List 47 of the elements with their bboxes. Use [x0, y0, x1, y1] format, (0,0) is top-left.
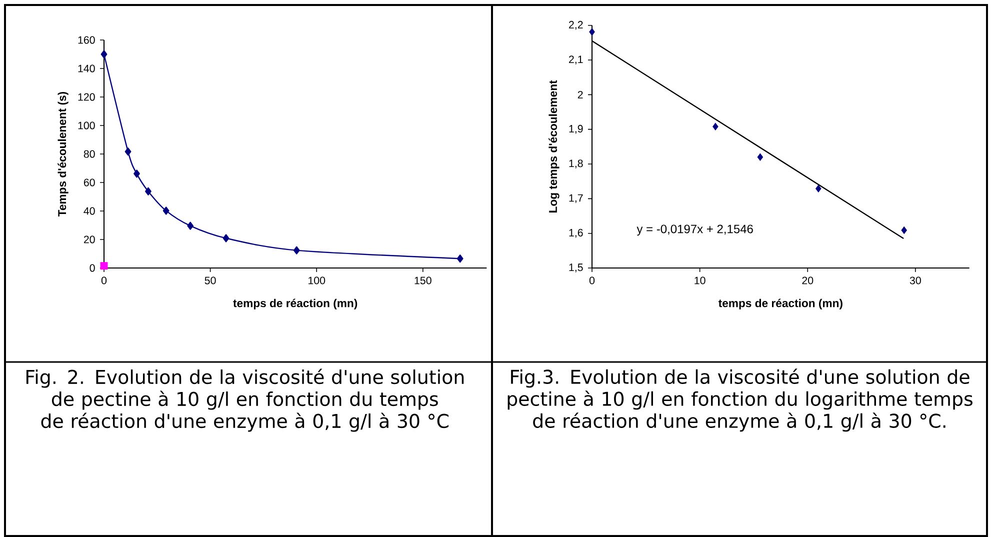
y-tick-label: 40: [84, 207, 95, 215]
y-tick-label: 0: [90, 264, 95, 272]
point: [134, 170, 140, 178]
text: Fig. 2. Evolution de la viscosité d'une solution de pectine à 10 g/l en fonction du temps de réaction d'une enzyme à 0,1 g/l à 30 °C: [26, 368, 464, 432]
point: [293, 246, 300, 254]
y-tick-label: 2,1: [569, 56, 583, 64]
x-tick-label: 150: [414, 276, 432, 284]
y-tick-label: 100: [78, 122, 95, 130]
x-tick-label: 10: [694, 276, 706, 284]
x-axis-title: temps de réaction (mn): [718, 298, 842, 310]
annotation: y = -0,0197x + 2,1546: [636, 224, 753, 236]
point: [712, 122, 718, 130]
y-tick-label: 2,2: [569, 20, 583, 30]
y-tick-label: 140: [78, 64, 95, 72]
y-tick-label: 1,7: [569, 194, 583, 204]
point: [162, 206, 170, 215]
point: [187, 222, 194, 230]
point: [100, 262, 108, 270]
x-tick-label: 30: [910, 276, 921, 284]
y-tick-label: 1,6: [569, 228, 583, 238]
x-tick-label: 0: [101, 276, 107, 284]
x-tick-label: 100: [308, 276, 326, 284]
x-tick-label: 20: [802, 276, 814, 284]
y-tick-label: 120: [78, 93, 95, 101]
point: [589, 28, 595, 36]
y-tick-label: 1,9: [569, 124, 583, 134]
point: [456, 254, 464, 263]
text: Fig.3. Evolution de la viscosité d'une solution de pectine à 10 g/l en fonction du logarithme temps de réaction d'une enzyme à 0,1 g/l à 30 °C.: [508, 368, 972, 432]
point: [100, 50, 108, 58]
point: [124, 148, 132, 156]
point: [816, 184, 822, 192]
y-tick-label: 1,5: [569, 264, 583, 272]
point: [757, 153, 764, 161]
x-tick-label: 50: [204, 276, 216, 284]
y-tick-label: 160: [78, 36, 95, 44]
y-tick-label: 2: [578, 90, 583, 98]
y-tick-label: 1,8: [569, 160, 583, 168]
y-tick-label: 20: [84, 236, 95, 244]
x-tick-label: 0: [589, 276, 595, 284]
point: [222, 234, 230, 242]
y-axis-title: Log temps d'écoulement: [548, 80, 560, 212]
y-tick-label: 80: [84, 150, 95, 158]
point: [901, 226, 907, 234]
y-axis-title: Temps d'écoulenent (s): [58, 92, 68, 217]
y-tick-label: 60: [84, 178, 95, 186]
point: [145, 187, 152, 196]
x-axis-title: temps de réaction (mn): [233, 298, 358, 310]
